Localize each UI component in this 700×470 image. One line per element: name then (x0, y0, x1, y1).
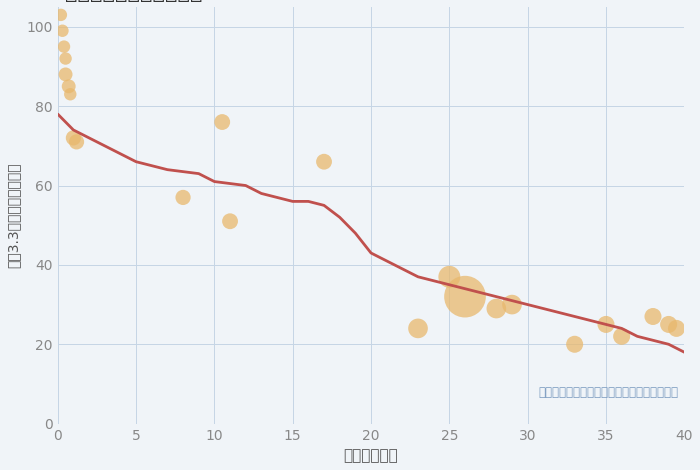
Point (216, 118, 228, 126)
Point (55, 11, 66, 19)
Point (506, 301, 517, 308)
Text: 円の大きさは、取引のあった物件面積を示す: 円の大きさは、取引のあった物件面積を示す (538, 386, 678, 399)
Text: 築年数別中古戸建て価格: 築年数別中古戸建て価格 (64, 0, 202, 2)
Point (671, 325, 682, 332)
Point (444, 273, 455, 281)
Point (601, 321, 612, 328)
Y-axis label: 坪（3.3㎡）単価（万円）: 坪（3.3㎡）単価（万円） (7, 163, 21, 268)
Point (569, 340, 580, 348)
Point (459, 293, 470, 300)
Point (318, 158, 330, 165)
Point (71, 138, 82, 146)
X-axis label: 築年数（年）: 築年数（年） (344, 448, 398, 463)
Point (60, 55, 71, 63)
Point (60, 70, 71, 78)
Point (648, 313, 659, 320)
Point (64, 91, 76, 98)
Point (616, 333, 627, 340)
Point (178, 194, 189, 201)
Point (57, 27, 68, 34)
Point (412, 325, 423, 332)
Point (63, 83, 74, 90)
Point (58, 43, 69, 50)
Point (68, 134, 79, 141)
Point (225, 218, 236, 225)
Point (663, 321, 674, 328)
Point (491, 305, 502, 312)
